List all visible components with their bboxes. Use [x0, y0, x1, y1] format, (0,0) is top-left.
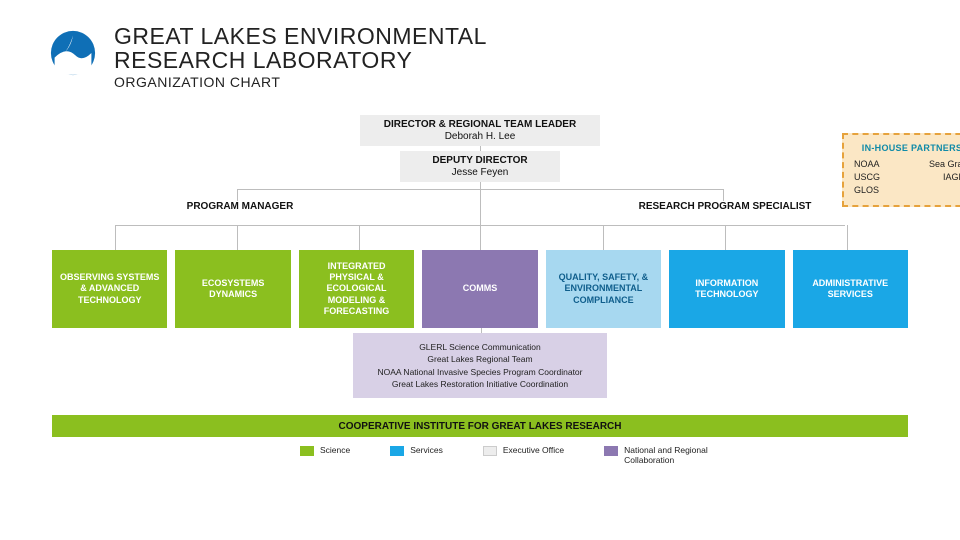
connector: [847, 225, 848, 250]
comms-detail-line: Great Lakes Regional Team: [363, 353, 597, 365]
comms-detail-line: GLERL Science Communication: [363, 341, 597, 353]
coop-bar-label: COOPERATIVE INSTITUTE FOR GREAT LAKES RE…: [339, 421, 622, 432]
title-line-2: RESEARCH LABORATORY: [114, 48, 487, 72]
legend-label: Executive Office: [503, 445, 564, 455]
director-node: DIRECTOR & REGIONAL TEAM LEADER Deborah …: [360, 115, 600, 146]
legend: Science Services Executive Office National …: [300, 445, 734, 465]
page-header: GREAT LAKES ENVIRONMENTAL RESEARCH LABOR…: [50, 24, 487, 90]
legend-swatch: [300, 446, 314, 456]
connector: [237, 225, 238, 250]
legend-item: National and Regional Collaboration: [604, 445, 734, 465]
deputy-name: Jesse Feyen: [410, 167, 550, 178]
connector: [725, 225, 726, 250]
partner-row: NOAA Sea Grant: [854, 159, 960, 169]
connector: [115, 225, 116, 250]
legend-label: Services: [410, 445, 443, 455]
department-box: OBSERVING SYSTEMS & ADVANCED TECHNOLOGY: [52, 250, 167, 328]
partner-name: USCG: [854, 172, 880, 182]
partner-row: GLOS: [854, 185, 960, 195]
partner-name: NOAA: [854, 159, 880, 169]
deputy-node: DEPUTY DIRECTOR Jesse Feyen: [400, 151, 560, 182]
connector: [237, 189, 238, 201]
department-box: ECOSYSTEMS DYNAMICS: [175, 250, 290, 328]
partners-box: IN-HOUSE PARTNERS NOAA Sea Grant USCG IAGLR…: [842, 133, 960, 207]
comms-detail-line: NOAA National Invasive Species Program C…: [363, 366, 597, 378]
department-box: COMMS: [422, 250, 537, 328]
department-box: QUALITY, SAFETY, & ENVIRONMENTAL COMPLIA…: [546, 250, 661, 328]
partners-title: IN-HOUSE PARTNERS: [854, 143, 960, 153]
title-line-1: GREAT LAKES ENVIRONMENTAL: [114, 24, 487, 48]
legend-swatch: [483, 446, 497, 456]
legend-item: Executive Office: [483, 445, 564, 456]
director-name: Deborah H. Lee: [370, 131, 590, 142]
legend-swatch: [390, 446, 404, 456]
partner-name: GLOS: [854, 185, 879, 195]
legend-item: Science: [300, 445, 350, 456]
department-row: OBSERVING SYSTEMS & ADVANCED TECHNOLOGYE…: [52, 250, 908, 328]
connector: [237, 189, 723, 190]
subtitle: ORGANIZATION CHART: [114, 74, 487, 90]
department-box: INTEGRATED PHYSICAL & ECOLOGICAL MODELIN…: [299, 250, 414, 328]
research-specialist-label: RESEARCH PROGRAM SPECIALIST: [610, 201, 840, 212]
legend-swatch: [604, 446, 618, 456]
connector: [359, 225, 360, 250]
cooperative-institute-bar: COOPERATIVE INSTITUTE FOR GREAT LAKES RE…: [52, 415, 908, 437]
noaa-logo: [50, 30, 96, 76]
partner-name: IAGLR: [943, 172, 960, 182]
connector: [115, 225, 845, 226]
program-manager-label: PROGRAM MANAGER: [160, 201, 320, 212]
legend-label: National and Regional Collaboration: [624, 445, 734, 465]
comms-detail-line: Great Lakes Restoration Initiative Coord…: [363, 378, 597, 390]
partner-name: Sea Grant: [929, 159, 960, 169]
legend-label: Science: [320, 445, 350, 455]
partner-row: USCG IAGLR: [854, 172, 960, 182]
director-title: DIRECTOR & REGIONAL TEAM LEADER: [384, 119, 576, 130]
connector: [603, 225, 604, 250]
department-box: INFORMATION TECHNOLOGY: [669, 250, 784, 328]
title-block: GREAT LAKES ENVIRONMENTAL RESEARCH LABOR…: [114, 24, 487, 90]
comms-detail-box: GLERL Science CommunicationGreat Lakes R…: [353, 333, 607, 398]
legend-item: Services: [390, 445, 443, 456]
deputy-title: DEPUTY DIRECTOR: [432, 155, 527, 166]
department-box: ADMINISTRATIVE SERVICES: [793, 250, 908, 328]
connector: [723, 189, 724, 201]
